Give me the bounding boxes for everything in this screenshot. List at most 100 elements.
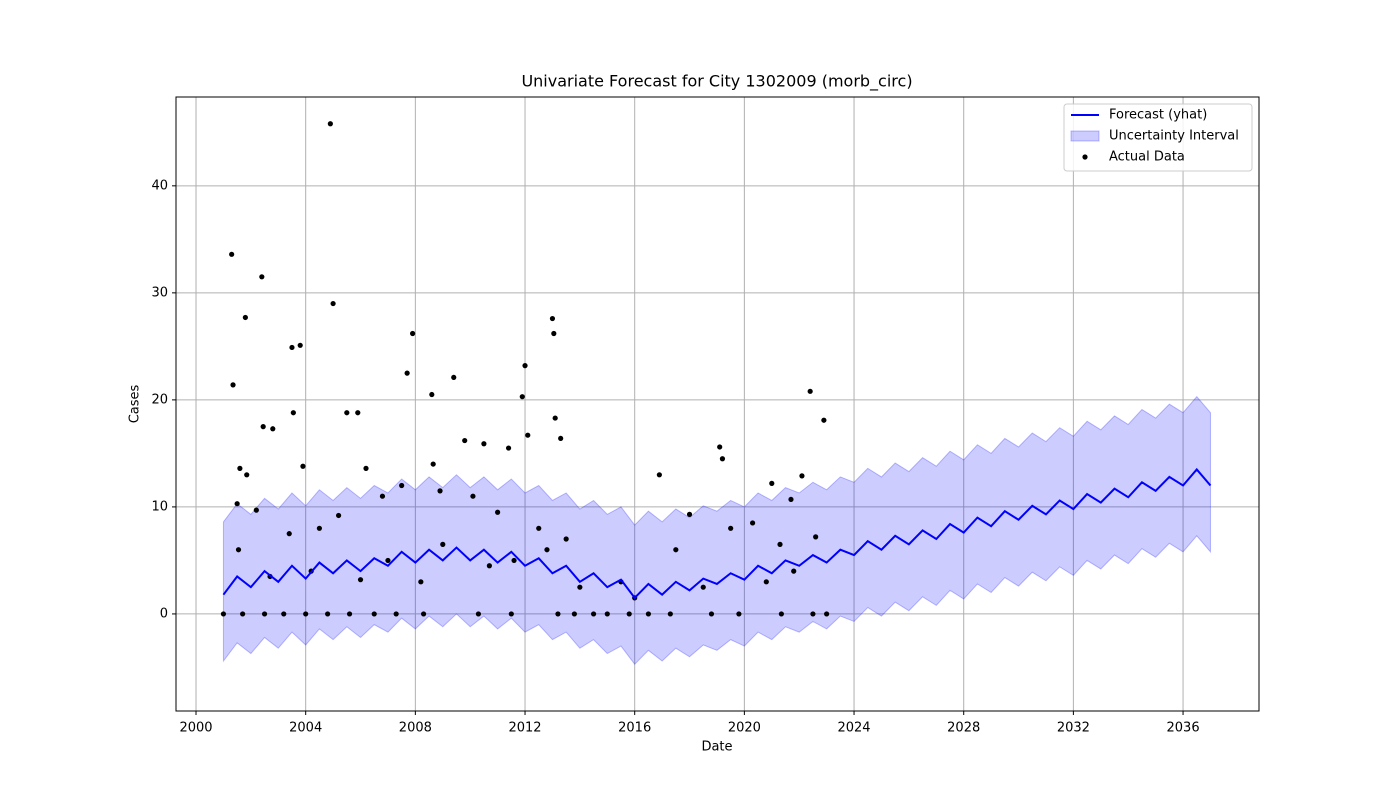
actual-point (708, 611, 715, 617)
actual-point (437, 488, 443, 494)
actual-point (544, 547, 550, 553)
x-tick-label: 2008 (399, 721, 432, 736)
actual-point (519, 394, 525, 400)
actual-point (508, 611, 514, 617)
actual-point (242, 314, 248, 321)
actual-point (393, 611, 399, 617)
actual-point (235, 547, 242, 553)
y-tick-label: 30 (151, 285, 168, 300)
actual-point (813, 534, 819, 540)
actual-point (470, 493, 476, 499)
actual-point (549, 315, 556, 322)
actual-point (303, 611, 309, 617)
actual-point (316, 525, 322, 531)
actual-point (289, 344, 295, 351)
actual-point (645, 611, 652, 617)
actual-point (769, 480, 775, 486)
x-axis-label: Date (701, 740, 732, 755)
actual-point (821, 417, 827, 423)
actual-point (237, 465, 243, 471)
legend-swatch (1082, 154, 1088, 160)
actual-point (558, 435, 564, 442)
actual-point (475, 611, 482, 617)
y-tick-label: 0 (160, 606, 168, 621)
actual-point (810, 611, 816, 617)
actual-point (253, 507, 259, 513)
actual-point (522, 363, 528, 369)
x-tick-label: 2020 (728, 721, 761, 736)
legend-label: Actual Data (1109, 150, 1185, 165)
actual-point (717, 444, 723, 450)
x-tick-label: 2000 (179, 721, 212, 736)
actual-point (261, 611, 268, 617)
y-tick-label: 10 (151, 499, 168, 514)
actual-point (791, 568, 797, 574)
x-tick-label: 2036 (1167, 721, 1200, 736)
actual-point (656, 472, 662, 478)
actual-point (551, 330, 557, 337)
actual-point (297, 342, 303, 348)
actual-point (440, 541, 446, 547)
actual-point (240, 611, 246, 617)
actual-point (410, 330, 416, 337)
actual-point (259, 274, 265, 280)
actual-point (736, 611, 742, 617)
actual-point (505, 445, 512, 451)
actual-point (719, 456, 726, 462)
actual-point (429, 391, 435, 398)
actual-point (728, 525, 734, 531)
x-tick-label: 2024 (837, 721, 870, 736)
actual-point (244, 472, 250, 478)
actual-point (563, 536, 569, 542)
actual-point (481, 441, 487, 447)
actual-point (355, 410, 361, 416)
actual-point (590, 611, 597, 617)
actual-point (686, 511, 693, 517)
actual-point (673, 547, 679, 553)
actual-point (230, 382, 236, 388)
y-axis-label: Cases (128, 384, 143, 423)
actual-point (379, 493, 386, 499)
actual-point (385, 557, 391, 564)
actual-point (824, 611, 830, 617)
x-tick-label: 2004 (289, 721, 322, 736)
actual-point (357, 577, 364, 583)
y-tick-label: 40 (151, 178, 168, 193)
actual-point (363, 465, 369, 471)
chart-title: Univariate Forecast for City 1302009 (mo… (521, 72, 912, 92)
actual-point (234, 501, 240, 507)
actual-point (626, 611, 632, 617)
actual-point (270, 426, 276, 432)
actual-point (281, 611, 287, 617)
actual-point (430, 461, 436, 467)
actual-point (290, 410, 296, 416)
legend-label: Forecast (yhat) (1109, 108, 1207, 123)
y-tick-label: 20 (151, 392, 168, 407)
legend-box (1063, 103, 1253, 172)
actual-point (495, 509, 501, 515)
actual-point (229, 251, 235, 257)
legend-swatch (1070, 130, 1100, 142)
x-tick-label: 2012 (508, 721, 541, 736)
actual-point (807, 388, 813, 394)
actual-point (404, 370, 410, 376)
actual-point (260, 424, 266, 430)
actual-point (799, 473, 805, 479)
legend-label: Uncertainty Interval (1109, 129, 1239, 144)
actual-point (788, 496, 794, 503)
actual-point (536, 525, 542, 531)
actual-point (399, 482, 405, 489)
actual-point (327, 121, 333, 127)
x-tick-label: 2032 (1057, 721, 1090, 736)
actual-point (604, 611, 610, 617)
actual-point (346, 611, 353, 617)
forecast-line (222, 467, 1212, 600)
actual-point (577, 584, 583, 590)
actual-point (286, 531, 292, 537)
actual-point (420, 611, 427, 617)
actual-point (325, 611, 331, 617)
actual-point (525, 432, 531, 438)
actual-point (700, 584, 706, 590)
actual-point (300, 463, 306, 469)
